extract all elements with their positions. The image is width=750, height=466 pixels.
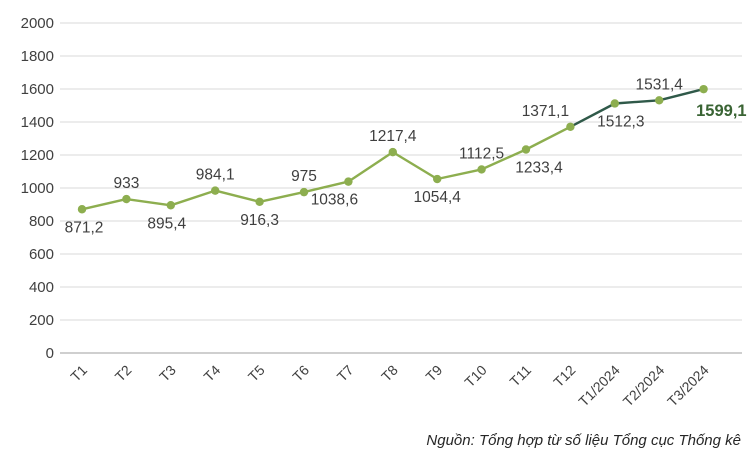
data-point-label: 1233,4 — [515, 159, 563, 176]
data-point-marker — [299, 187, 309, 197]
data-point-marker — [211, 186, 220, 195]
y-tick-label: 1200 — [21, 147, 54, 164]
x-tick-label: T3 — [156, 362, 179, 385]
data-point-marker — [655, 96, 664, 105]
x-tick-label: T1 — [67, 362, 90, 385]
y-tick-label: 2000 — [21, 15, 54, 32]
data-point-marker — [77, 205, 87, 214]
x-tick-label: T2 — [112, 362, 135, 385]
y-tick-label: 800 — [29, 213, 54, 230]
data-point-label: 1599,1 — [696, 102, 746, 120]
data-point-label: 1371,1 — [522, 103, 569, 120]
data-point-marker — [699, 84, 708, 94]
x-tick-label: T1/2024 — [575, 362, 623, 410]
line-segment-main — [81, 125, 571, 211]
data-point-label: 1112,5 — [459, 145, 504, 162]
y-tick-label: 1400 — [21, 114, 54, 131]
data-point-label: 895,4 — [147, 215, 186, 232]
x-tick-label: T7 — [334, 362, 357, 385]
source-note: Nguồn: Tổng hợp từ số liệu Tổng cục Thốn… — [426, 432, 741, 449]
line-segment-recent — [569, 87, 704, 128]
data-point-label: 1217,4 — [369, 128, 417, 145]
data-point-label: 984,1 — [196, 167, 235, 184]
y-tick-label: 1000 — [21, 180, 54, 197]
data-point-label: 933 — [113, 175, 139, 192]
x-tick-label: T9 — [422, 362, 445, 385]
data-point-marker — [255, 197, 264, 207]
data-point-label: 1038,6 — [311, 192, 358, 209]
data-point-label: 975 — [291, 168, 317, 185]
data-point-marker — [477, 165, 486, 174]
data-point-marker — [521, 145, 531, 154]
x-tick-label: T4 — [200, 362, 223, 385]
x-tick-label: T3/2024 — [664, 362, 712, 410]
data-point-marker — [566, 122, 575, 131]
y-tick-label: 600 — [29, 246, 54, 263]
data-point-label: 1531,4 — [635, 76, 683, 93]
data-point-label: 916,3 — [240, 212, 279, 229]
data-point-marker — [122, 194, 131, 204]
x-tick-label: T11 — [506, 362, 534, 390]
data-point-marker — [388, 147, 397, 157]
x-tick-label: T12 — [550, 362, 579, 391]
x-tick-label: T5 — [245, 362, 268, 385]
data-point-label: 871,2 — [65, 219, 104, 236]
data-point-label: 1054,4 — [413, 189, 461, 206]
y-tick-label: 200 — [29, 312, 54, 329]
y-tick-label: 1600 — [21, 81, 54, 98]
data-point-marker — [433, 174, 442, 184]
line-chart: 0 200 400 600 800 1000 1200 1400 1600 1800 2000 T1 T… — [21, 15, 747, 410]
y-tick-label: 0 — [46, 345, 54, 362]
x-tick-label: T6 — [289, 362, 312, 385]
data-point-marker — [610, 99, 619, 108]
y-tick-label: 1800 — [21, 48, 54, 65]
data-point-marker — [344, 177, 353, 186]
data-point-marker — [166, 201, 175, 210]
x-tick-label: T2/2024 — [620, 362, 668, 410]
y-tick-label: 400 — [29, 279, 54, 296]
x-tick-label: T10 — [461, 362, 490, 391]
data-point-label: 1512,3 — [597, 113, 644, 130]
x-tick-label: T8 — [378, 362, 401, 385]
